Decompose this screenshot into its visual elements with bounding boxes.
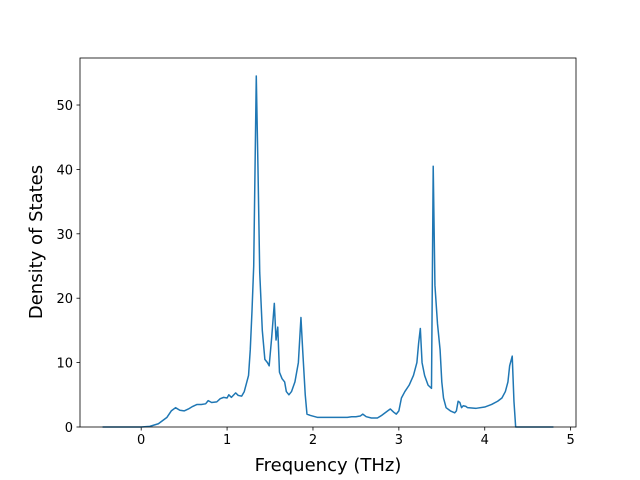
y-axis-label: Density of States bbox=[26, 165, 47, 319]
x-tick-label: 1 bbox=[223, 433, 231, 448]
y-tick-label: 50 bbox=[56, 99, 73, 114]
x-tick-label: 4 bbox=[481, 433, 489, 448]
x-tick-label: 5 bbox=[566, 433, 574, 448]
x-tick-label: 0 bbox=[137, 433, 145, 448]
line bbox=[102, 75, 554, 428]
x-axis-label: Frequency (THz) bbox=[255, 455, 402, 476]
x-tick-label: 3 bbox=[395, 433, 403, 448]
plot-frame bbox=[79, 57, 577, 428]
y-tick-label: 40 bbox=[56, 163, 73, 178]
y-tick-label: 30 bbox=[56, 228, 73, 243]
x-tick-label: 2 bbox=[309, 433, 317, 448]
y-tick-label: 0 bbox=[65, 421, 73, 436]
y-tick-label: 20 bbox=[56, 292, 73, 307]
y-tick-label: 10 bbox=[56, 357, 73, 372]
